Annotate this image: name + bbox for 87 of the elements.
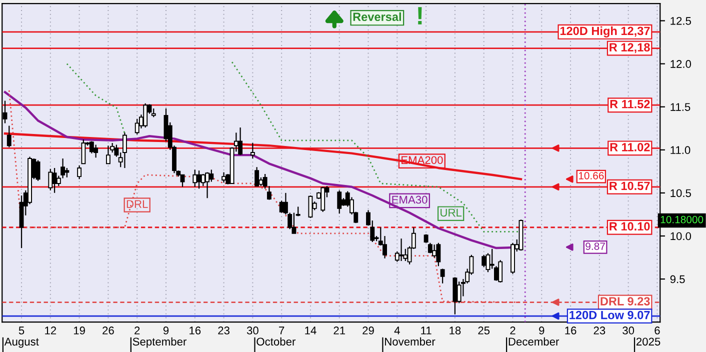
x-tick-label: 6 [654, 326, 660, 334]
candlestick [77, 164, 82, 180]
x-tick-label: 14 [305, 326, 316, 334]
x-tick-label: 18 [450, 326, 461, 334]
candlestick [48, 168, 53, 191]
x-tick-label: 19 [74, 326, 85, 334]
candlestick [452, 276, 458, 315]
text: 2025 [636, 338, 660, 346]
x-tick-label: 26 [102, 326, 114, 334]
series-label: EMA30 [392, 196, 428, 204]
series-label: URL [440, 208, 462, 217]
candlestick [106, 145, 110, 164]
candlestick [250, 142, 255, 160]
ref-line-label: 120D Low 9.07 [570, 310, 650, 320]
text: October [256, 337, 296, 346]
candlestick [337, 190, 342, 214]
text: November [385, 337, 436, 346]
x-tick-label: 23 [218, 326, 230, 334]
text: September [132, 337, 186, 348]
x-tick-label: 11 [421, 326, 432, 334]
annotation: 9.87 [586, 242, 605, 250]
y-tick-label: 10.0 [670, 232, 692, 240]
ref-line-label: R 12,18 [610, 43, 650, 54]
annotation: Reversal [353, 12, 401, 22]
x-tick-label: 25 [478, 326, 490, 334]
candlestick [308, 194, 313, 218]
candlestick [81, 139, 86, 164]
candlestick [64, 167, 70, 178]
y-tick-label: 12.0 [670, 60, 692, 68]
candlestick [456, 281, 462, 304]
x-tick-label: 2 [510, 326, 516, 334]
candlestick [52, 167, 57, 194]
y-tick-label: 9.5 [670, 275, 685, 284]
candlestick [6, 125, 12, 148]
ref-line-label: R 11.02 [610, 142, 650, 152]
candlestick [432, 244, 437, 258]
candlestick [94, 144, 98, 158]
candlestick [192, 169, 198, 188]
x-tick-label: 30 [622, 326, 634, 334]
candlestick [205, 172, 210, 199]
x-tick-label: 12 [45, 326, 56, 334]
candlestick [279, 200, 284, 214]
y-tick-label: 11.0 [670, 146, 690, 154]
x-tick-label: 29 [362, 326, 374, 334]
candlestick [440, 268, 445, 284]
annotation: ! [418, 7, 422, 24]
ref-line-label: DRL 9.23 [600, 297, 650, 306]
candlestick [122, 132, 127, 169]
candlestick [110, 142, 115, 154]
candlestick [222, 172, 226, 184]
text: August [4, 338, 39, 348]
candlestick [320, 186, 326, 212]
candlestick [498, 260, 503, 284]
candlestick [89, 140, 94, 154]
x-tick-label: 9 [539, 326, 544, 334]
candlestick [238, 126, 243, 156]
ref-line-label: 120D High 12,37 [560, 26, 650, 38]
x-tick-label: 23 [594, 326, 606, 334]
ref-line-label: R 10.57 [610, 182, 650, 190]
x-tick-label: 5 [18, 326, 24, 334]
x-tick-label: 2 [134, 326, 140, 334]
y-tick-label: 11.5 [670, 103, 690, 111]
ref-line-label: R 11.52 [610, 100, 650, 108]
x-tick-label: 21 [334, 326, 346, 334]
ref-line-label: R 10.10 [610, 222, 650, 231]
candlestick [143, 102, 148, 128]
y-tick-label: 10.5 [670, 189, 691, 198]
y-tick-label: 12.5 [670, 17, 691, 25]
candlestick [292, 212, 296, 234]
series-label: DRL [126, 200, 148, 208]
candlestick [36, 160, 40, 182]
x-tick-label: 4 [394, 326, 400, 334]
x-tick-label: 30 [246, 326, 258, 334]
candlestick [482, 254, 486, 268]
x-tick-label: 16 [565, 326, 576, 334]
text: December [508, 337, 560, 346]
candlestick [399, 238, 404, 262]
annotation: 10.66 [578, 172, 604, 180]
candlestick [254, 166, 260, 187]
candlestick [134, 118, 140, 135]
text: 10.18000 [660, 216, 704, 224]
candlestick [209, 169, 214, 182]
x-tick-label: 9 [163, 326, 169, 334]
x-tick-label: 16 [190, 326, 201, 334]
candlestick [436, 242, 441, 267]
candlestick [486, 252, 490, 273]
x-tick-label: 7 [279, 326, 284, 334]
